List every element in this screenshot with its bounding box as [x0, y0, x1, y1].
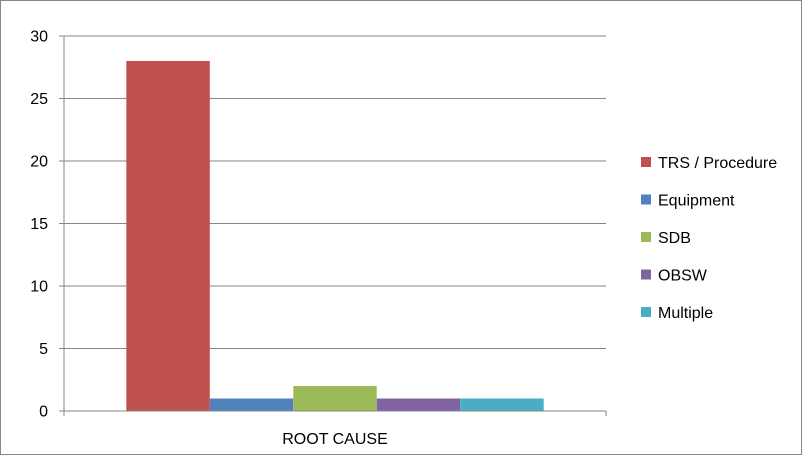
legend-label: TRS / Procedure	[658, 155, 777, 172]
bar-obsw	[376, 398, 461, 411]
legend-label: Multiple	[658, 305, 713, 322]
y-tick-label: 0	[39, 404, 48, 421]
legend-swatch	[641, 232, 651, 242]
y-tick-label: 5	[39, 341, 48, 358]
x-category-label: ROOT CAUSE	[282, 431, 388, 448]
y-tick-label: 30	[30, 29, 48, 46]
legend-label: SDB	[658, 230, 691, 247]
legend-swatch	[641, 307, 651, 317]
legend-label: Equipment	[658, 193, 735, 210]
axes	[59, 35, 607, 416]
legend-label: OBSW	[658, 268, 708, 285]
bar-multiple	[460, 398, 544, 411]
y-tick-label: 15	[30, 216, 48, 233]
bar-equipment	[209, 398, 294, 411]
y-tick-label: 25	[30, 91, 48, 108]
bar-sdb	[293, 386, 377, 411]
y-tick-labels: 0 5 10 15 20 25 30	[30, 29, 48, 421]
legend-swatch	[641, 194, 651, 205]
legend: TRS / Procedure Equipment SDB OBSW Multiple	[641, 155, 777, 322]
legend-item: OBSW	[641, 268, 708, 285]
legend-swatch	[641, 269, 651, 280]
y-tick-label: 20	[30, 154, 48, 171]
y-tick-label: 10	[30, 279, 48, 296]
legend-item: TRS / Procedure	[641, 155, 777, 172]
legend-item: Equipment	[641, 193, 735, 210]
x-category-labels: ROOT CAUSE	[282, 431, 388, 448]
bar-trs-procedure	[126, 61, 210, 411]
legend-swatch	[641, 157, 651, 167]
bars	[126, 61, 544, 411]
legend-item: SDB	[641, 230, 691, 247]
legend-item: Multiple	[641, 305, 713, 322]
